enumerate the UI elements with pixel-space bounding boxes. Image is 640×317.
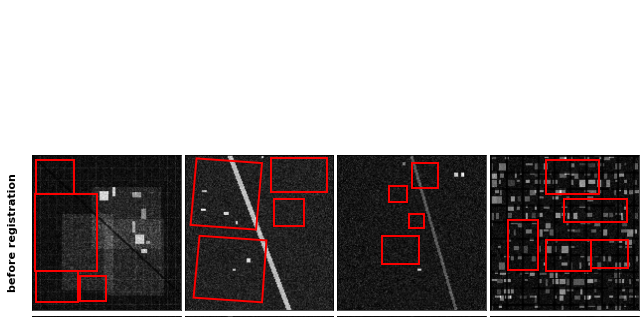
Bar (382, 236, 419, 264)
Bar (564, 199, 627, 222)
Bar (508, 220, 538, 270)
Bar (389, 186, 407, 202)
Bar (79, 276, 106, 301)
Bar (35, 194, 97, 271)
Bar (36, 160, 74, 194)
Bar (412, 163, 438, 188)
Bar (271, 158, 328, 192)
Bar (547, 160, 598, 194)
Bar (274, 199, 303, 226)
Bar (547, 240, 591, 271)
Bar (409, 214, 424, 228)
Bar (591, 240, 628, 268)
Bar (36, 271, 78, 302)
Text: before registration: before registration (8, 173, 18, 292)
